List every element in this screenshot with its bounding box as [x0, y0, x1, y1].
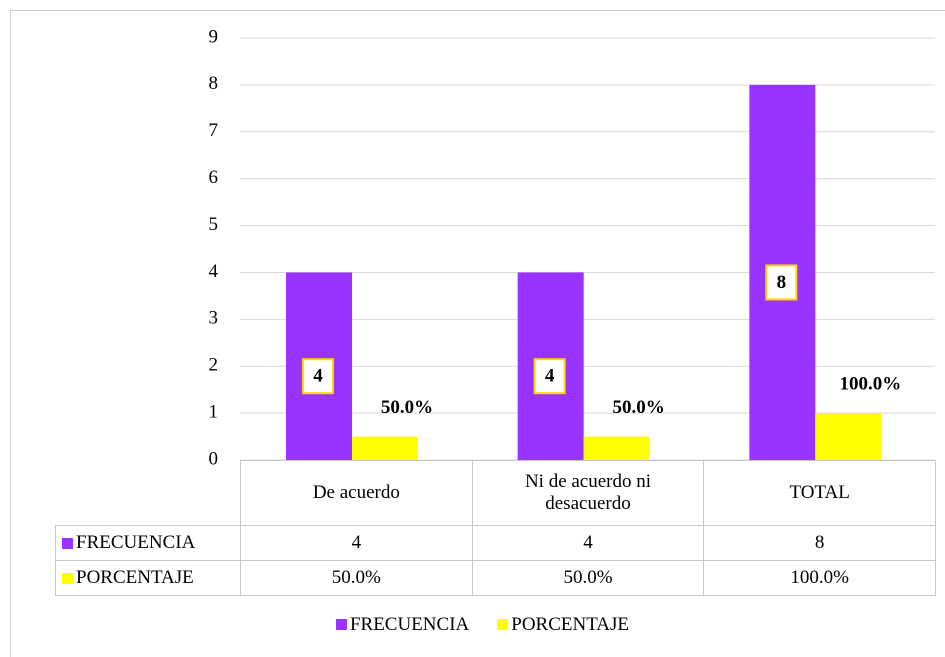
table-row-header: PORCENTAJE — [55, 560, 241, 596]
legend-entry: FRECUENCIA — [335, 614, 470, 636]
data-label-box — [302, 358, 334, 395]
data-label: 8 — [777, 272, 787, 293]
bar — [815, 413, 882, 460]
bar — [352, 436, 418, 460]
y-tick-label: 6 — [209, 167, 219, 188]
row-label: FRECUENCIA — [76, 532, 196, 554]
table-row-header: FRECUENCIA — [55, 525, 241, 561]
y-tick-label: 2 — [209, 355, 219, 376]
legend-key — [497, 619, 509, 630]
row-label: PORCENTAJE — [76, 567, 194, 589]
legend-key — [62, 572, 73, 584]
y-tick-label: 8 — [209, 73, 219, 94]
y-tick-label: 9 — [209, 26, 219, 47]
data-label-box — [533, 358, 566, 395]
y-tick-label: 3 — [209, 308, 219, 329]
y-tick-label: 0 — [209, 448, 219, 469]
y-tick-label: 1 — [209, 401, 219, 422]
table-cell: 4 — [240, 525, 473, 561]
table-cell: 50.0% — [471, 560, 705, 596]
legend-key — [62, 537, 73, 549]
data-label: 100.0% — [839, 373, 901, 394]
data-label: 4 — [545, 366, 555, 387]
legend-label: PORCENTAJE — [511, 614, 630, 635]
bar — [583, 436, 650, 460]
table-cell: 8 — [703, 525, 936, 561]
table-cell: 4 — [471, 525, 705, 561]
legend: FRECUENCIA PORCENTAJE — [0, 614, 945, 636]
table-cell: 50.0% — [240, 560, 473, 596]
table-header-cell: De acuerdo — [240, 460, 473, 526]
legend-key — [335, 619, 347, 630]
chart-border — [10, 10, 945, 657]
data-label: 50.0% — [613, 397, 665, 418]
legend-label: FRECUENCIA — [349, 614, 470, 635]
table-header-cell: TOTAL — [703, 460, 936, 526]
y-tick-label: 7 — [209, 120, 219, 141]
y-tick-label: 5 — [209, 214, 219, 235]
legend-entry: PORCENTAJE — [497, 614, 629, 636]
data-label: 4 — [313, 366, 323, 387]
data-label: 50.0% — [381, 397, 433, 418]
table-cell: 100.0% — [703, 560, 936, 596]
y-tick-label: 4 — [209, 261, 219, 282]
table-header-cell: Ni de acuerdo ni desacuerdo — [471, 460, 705, 526]
data-label-box — [765, 264, 798, 301]
